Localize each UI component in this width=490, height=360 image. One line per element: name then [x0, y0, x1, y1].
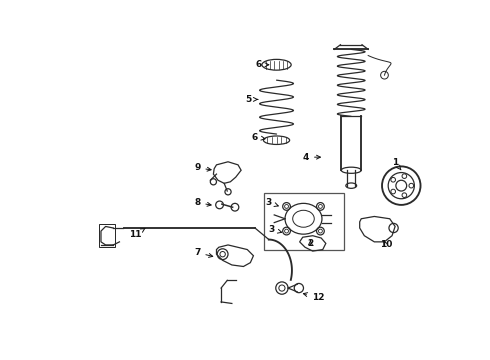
Text: 10: 10	[380, 240, 392, 249]
Text: 2: 2	[307, 239, 314, 248]
Text: 6: 6	[252, 132, 265, 141]
Text: 5: 5	[245, 95, 258, 104]
Text: 11: 11	[129, 229, 145, 239]
Text: 12: 12	[303, 293, 324, 302]
Text: 3: 3	[269, 225, 282, 234]
Bar	[264, 193, 343, 249]
Text: 3: 3	[266, 198, 278, 207]
Text: 9: 9	[194, 163, 211, 172]
Text: 6: 6	[256, 60, 269, 69]
Text: 4: 4	[303, 153, 320, 162]
Text: 8: 8	[194, 198, 211, 207]
Text: 1: 1	[392, 158, 401, 170]
Text: 7: 7	[194, 248, 213, 257]
Bar	[99, 224, 115, 247]
